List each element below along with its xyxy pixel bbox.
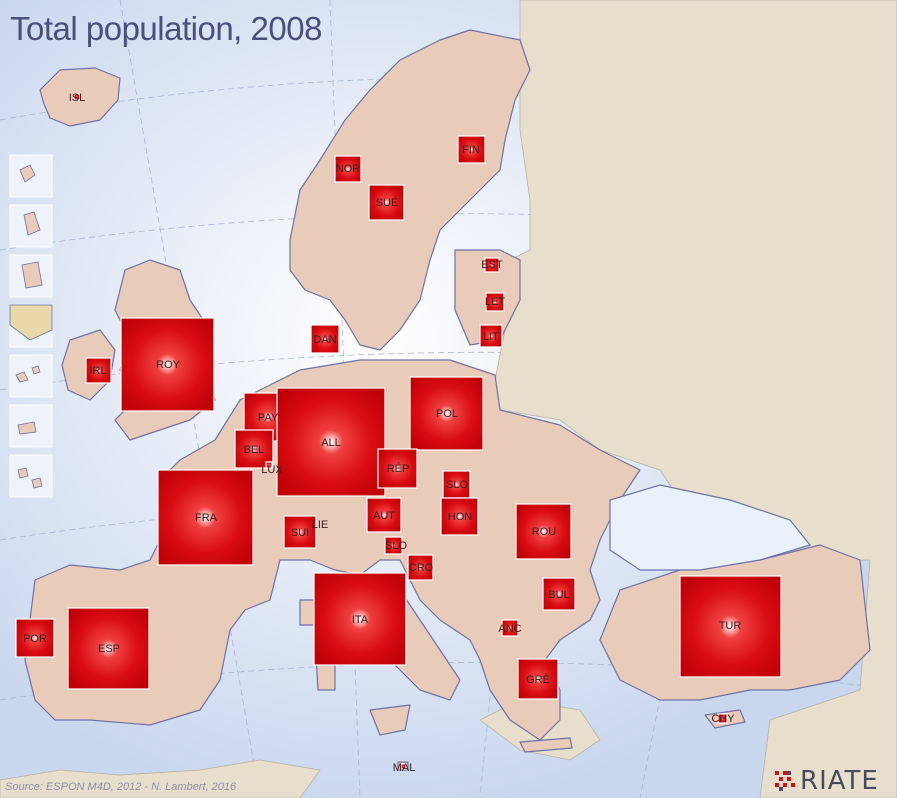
label-fin: FIN: [462, 144, 480, 156]
overseas-insets: [9, 154, 53, 498]
symbol-tur: [679, 575, 782, 678]
black-sea: [609, 484, 812, 571]
label-sue: SUÉ: [376, 196, 399, 209]
symbol-rep: [377, 448, 418, 489]
riate-logo-text: RIATE: [800, 766, 879, 796]
symbol-lit: [479, 324, 503, 348]
label-anc: ANC: [498, 623, 521, 635]
label-gre: GRÈ: [526, 673, 550, 686]
symbol-all: [276, 387, 386, 497]
symbol-fra: [157, 469, 254, 566]
label-slo: SLO: [446, 479, 468, 491]
label-cro: CRO: [409, 562, 434, 574]
symbol-est: [484, 257, 500, 273]
symbol-let: [485, 292, 505, 312]
label-rep: RÉP: [387, 462, 410, 475]
symbol-fin: [457, 135, 486, 164]
label-por: POR: [23, 633, 47, 645]
label-roy: ROY: [156, 359, 181, 371]
symbol-irl: [85, 357, 112, 384]
label-bul: BUL: [548, 589, 569, 601]
map-title: Total population, 2008: [10, 10, 322, 47]
label-tur: TUR: [719, 620, 742, 632]
label-let: LET: [485, 296, 505, 308]
symbol-roy: [120, 317, 215, 412]
label-sui: SUI: [291, 527, 309, 539]
symbol-pol: [409, 376, 484, 451]
label-isl: ISL: [69, 92, 86, 104]
source-note: Source: ESPON M4D, 2012 - N. Lambert, 20…: [5, 781, 237, 793]
symbol-sue: [368, 184, 405, 221]
symbol-por: [15, 618, 55, 658]
label-nor: NOR: [336, 163, 361, 175]
label-pol: POL: [436, 408, 458, 420]
symbol-aut: [366, 497, 402, 533]
label-lie: LIE: [312, 519, 329, 531]
label-dan: DAN: [313, 334, 336, 346]
label-aut: AUT: [373, 510, 395, 522]
symbol-gre: [517, 658, 559, 700]
symbol-ita: [313, 572, 407, 666]
label-lux: LUX: [261, 464, 283, 476]
symbol-mal: [400, 763, 407, 770]
symbol-anc: [501, 619, 519, 637]
label-ita: ITA: [352, 614, 369, 626]
symbol-dan: [310, 324, 340, 354]
label-est: EST: [481, 259, 503, 271]
riate-logo-icon: [775, 771, 795, 791]
symbol-hon: [440, 497, 479, 536]
symbol-isl: [73, 93, 81, 101]
symbol-cro: [407, 554, 434, 581]
symbol-slo2: [384, 536, 403, 555]
label-esp: ESP: [98, 643, 120, 655]
symbol-bul: [542, 577, 576, 611]
symbol-chy: [717, 713, 728, 724]
symbol-sui: [283, 515, 317, 549]
symbol-slo: [442, 470, 471, 499]
label-pay: PAY: [258, 412, 279, 424]
symbol-rou: [515, 503, 572, 560]
label-lit: LIT: [483, 331, 499, 343]
label-fra: FRA: [195, 512, 218, 524]
population-symbols: [15, 93, 782, 770]
label-hon: HON: [448, 511, 473, 523]
label-all: ALL: [321, 437, 341, 449]
label-slo2: SLO: [385, 540, 407, 552]
symbol-nor: [334, 155, 362, 183]
riate-logo: RIATE: [770, 766, 894, 796]
country-labels: ISL FIN NOR SUÉ EST LET LIT DAN IRL ROY …: [23, 92, 741, 774]
label-bel: BEL: [244, 444, 265, 456]
label-rou: ROU: [532, 526, 557, 538]
label-irl: IRL: [89, 365, 106, 377]
label-chy: CHY: [711, 713, 735, 725]
symbol-esp: [67, 607, 150, 690]
label-mal: MAL: [393, 762, 416, 774]
symbol-lux: [265, 461, 273, 469]
